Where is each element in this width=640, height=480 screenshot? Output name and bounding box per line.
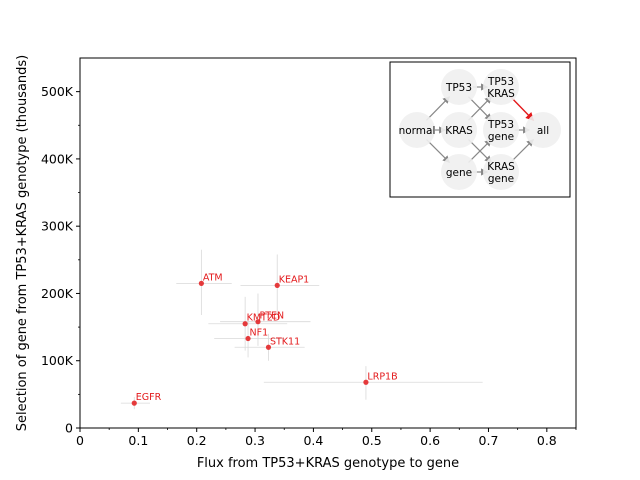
plot-frame (79, 57, 577, 429)
inset-node-circle (399, 112, 435, 148)
point-label-lrp1b: LRP1B (367, 371, 397, 382)
inset-edge-normal-tp53 (426, 96, 451, 121)
y-axis-ticks: 0 100K 200K 300K 400K 500K (41, 84, 80, 436)
point-label-egfr: EGFR (136, 392, 162, 403)
x-tick-label: 0.2 (187, 433, 207, 448)
y-tick-label: 0 (65, 421, 73, 436)
data-point-stk11 (265, 344, 272, 350)
y-axis-title: Selection of gene from TP53+KRAS genotyp… (15, 55, 30, 432)
x-tick-label: 0.1 (128, 433, 148, 448)
y-tick-label: 100K (41, 353, 74, 368)
inset-node-all: all (525, 112, 561, 148)
inset-edge-kras-tp53kras (468, 96, 493, 121)
x-tick-label: 0.8 (537, 433, 557, 448)
inset-node-label: KRAS (487, 88, 515, 100)
inset-edge-gene-tp53gene (468, 139, 492, 163)
inset-node-circle (483, 69, 519, 105)
inset-nodes: normalTP53KRASgeneTP53KRASTP53geneKRASge… (399, 69, 561, 190)
inset-node-label: KRAS (445, 125, 473, 137)
data-point-atm (198, 280, 204, 286)
point-label-kmt2d: KMT2D (247, 313, 281, 324)
inset-node-normal: normal (399, 112, 436, 148)
x-axis-title: Flux from TP53+KRAS genotype to gene (197, 456, 459, 471)
inset-node-gene: gene (441, 154, 477, 190)
inset-node-tp53: TP53 (441, 69, 477, 105)
inset-node-label: gene (446, 167, 472, 179)
x-tick-label: 0.6 (420, 433, 440, 448)
data-point-nf1 (245, 335, 251, 342)
x-axis-ticks: 0 0.1 0.2 0.3 0.4 0.5 0.6 0.7 0.8 (76, 428, 577, 448)
genotype-graph-inset: normalTP53KRASgeneTP53KRASTP53geneKRASge… (389, 61, 571, 198)
x-tick-label: 0 (76, 433, 84, 448)
point-label-pten: PTEN (259, 311, 284, 322)
inset-node-circle (483, 112, 519, 148)
y-tick-label: 500K (41, 84, 74, 99)
inset-node-circle (441, 154, 477, 190)
inset-node-label: TP53 (445, 82, 472, 94)
inset-node-circle (525, 112, 561, 148)
inset-node-label: TP53 (487, 119, 514, 131)
inset-node-kras: KRAS (441, 112, 477, 148)
data-point-kmt2d (242, 321, 248, 327)
x-tick-label: 0.5 (362, 433, 382, 448)
point-label-stk11: STK11 (270, 336, 300, 347)
inset-node-label: gene (488, 131, 514, 143)
inset-node-label: normal (399, 125, 436, 137)
inset-edge-normal-gene (426, 139, 450, 163)
x-tick-label: 0.4 (303, 433, 323, 448)
data-point-lrp1b (363, 379, 369, 385)
data-points (131, 280, 369, 406)
inset-node-label: all (537, 125, 549, 137)
data-point-egfr (131, 400, 137, 406)
inset-node-label: TP53 (487, 76, 514, 88)
x-tick-label: 0.3 (245, 433, 265, 448)
inset-node-label: gene (488, 173, 514, 185)
point-label-nf1: NF1 (250, 328, 269, 339)
y-tick-label: 300K (41, 219, 74, 234)
data-point-keap1 (274, 282, 280, 288)
point-label-atm: ATM (203, 272, 223, 283)
inset-node-label: KRAS (487, 161, 515, 173)
inset-edge-tp53kras-all (509, 96, 535, 121)
y-tick-label: 200K (41, 286, 74, 301)
x-tick-label: 0.7 (479, 433, 499, 448)
inset-node-circle (441, 112, 477, 148)
y-tick-label: 400K (41, 151, 74, 166)
inset-edge-krasgene-all (510, 139, 534, 163)
inset-node-circle (483, 154, 519, 190)
data-point-pten (255, 319, 261, 325)
point-label-keap1: KEAP1 (279, 274, 310, 285)
inset-node-circle (441, 69, 477, 105)
